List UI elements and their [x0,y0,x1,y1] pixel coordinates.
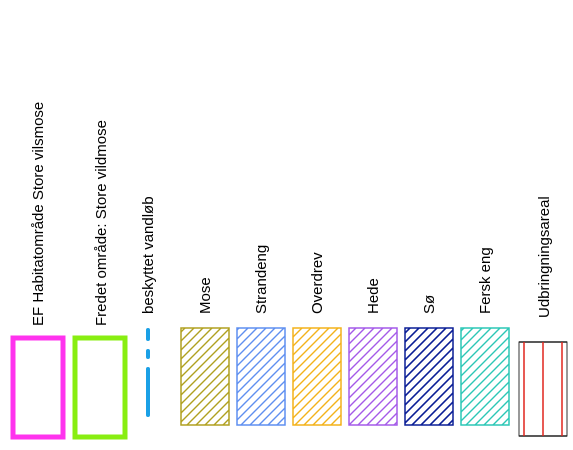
legend-symbol-fredet-omraade [72,335,128,440]
legend-symbol-hede [348,327,398,426]
legend-symbol-ef-habitatomraade [10,335,66,440]
legend-label-strandeng: Strandeng [253,245,270,314]
legend-symbol-udbringningsareal [518,341,568,437]
legend-label-ef-habitatomraade: EF Habitatområde Store vilsmose [30,102,47,326]
legend-symbol-so [404,327,454,426]
legend-symbol-overdrev [292,327,342,426]
legend-symbol-fersk-eng [460,327,510,426]
legend-label-beskyttet-vandloeb: beskyttet vandløb [140,196,157,314]
legend-label-fersk-eng: Fersk eng [477,247,494,314]
legend-symbol-strandeng [236,327,286,426]
legend-label-fredet-omraade: Fredet område: Store vildmose [93,120,110,326]
legend-label-udbringningsareal: Udbringningsareal [536,196,553,318]
legend-label-so: Sø [421,295,438,314]
legend-label-mose: Mose [197,277,214,314]
legend-label-hede: Hede [365,278,382,314]
legend-symbol-mose [180,327,230,426]
legend-label-overdrev: Overdrev [309,252,326,314]
